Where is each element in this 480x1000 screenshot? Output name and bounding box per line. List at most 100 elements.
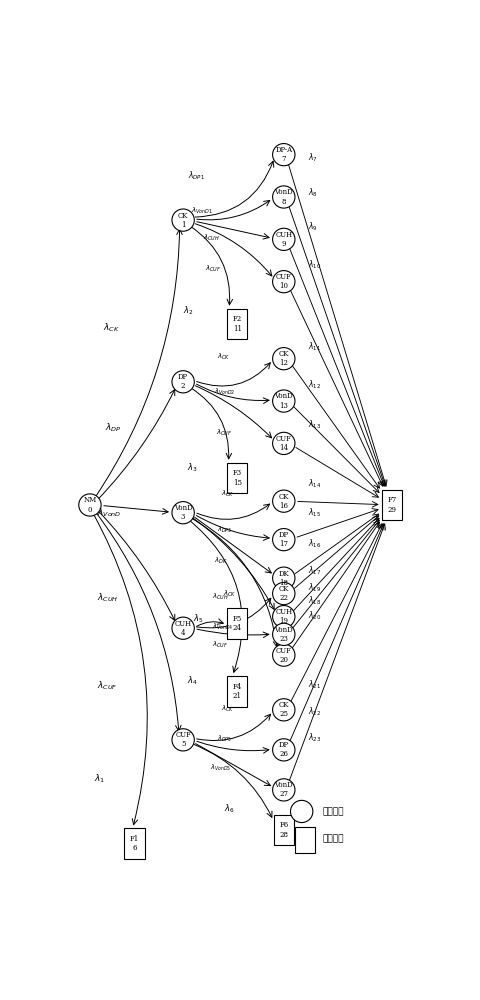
Text: DP-A
7: DP-A 7 <box>275 146 292 163</box>
Ellipse shape <box>272 567 294 589</box>
Text: F2
11: F2 11 <box>232 315 241 333</box>
Text: $\lambda_{DK}$: $\lambda_{DK}$ <box>213 555 227 566</box>
Ellipse shape <box>272 606 294 628</box>
Ellipse shape <box>272 779 294 801</box>
Text: $\lambda_{6}$: $\lambda_{6}$ <box>224 802 235 815</box>
Text: CUF
5: CUF 5 <box>175 731 191 748</box>
Text: CUF
14: CUF 14 <box>275 435 291 452</box>
Text: DP
17: DP 17 <box>278 531 288 548</box>
Ellipse shape <box>272 490 294 512</box>
Text: $\lambda_{4}$: $\lambda_{4}$ <box>187 674 197 687</box>
Text: VonD
23: VonD 23 <box>274 626 292 643</box>
Text: F6
28: F6 28 <box>278 821 288 839</box>
Text: CK
12: CK 12 <box>278 350 288 367</box>
Text: $\lambda_{10}$: $\lambda_{10}$ <box>307 259 321 271</box>
Bar <box>381 490 401 520</box>
Text: DP
2: DP 2 <box>178 373 188 390</box>
Text: DP
26: DP 26 <box>278 741 288 758</box>
Text: $\lambda_{7}$: $\lambda_{7}$ <box>307 151 317 164</box>
Text: $\lambda_{CK}$: $\lambda_{CK}$ <box>223 589 236 599</box>
Text: CK
16: CK 16 <box>278 493 288 510</box>
Text: $\lambda_{17}$: $\lambda_{17}$ <box>307 565 321 577</box>
Ellipse shape <box>272 699 294 721</box>
Text: $\lambda_{14}$: $\lambda_{14}$ <box>307 477 321 490</box>
Text: CUH
4: CUH 4 <box>174 620 192 637</box>
Bar <box>227 463 247 493</box>
Ellipse shape <box>272 271 294 293</box>
Bar <box>227 608 247 639</box>
Text: $\lambda_{23}$: $\lambda_{23}$ <box>307 731 321 744</box>
Ellipse shape <box>290 800 312 823</box>
Text: $\lambda_{CUF}$: $\lambda_{CUF}$ <box>97 680 118 692</box>
Text: $\lambda_{CK}$: $\lambda_{CK}$ <box>221 704 234 714</box>
Text: $\lambda_{5}$: $\lambda_{5}$ <box>192 613 203 625</box>
Text: F4
21: F4 21 <box>232 683 241 700</box>
Ellipse shape <box>172 209 194 231</box>
Bar <box>227 676 247 707</box>
Text: $\lambda_{VonD5}$: $\lambda_{VonD5}$ <box>209 763 230 773</box>
Text: F3
15: F3 15 <box>232 469 241 487</box>
Text: $\lambda_{15}$: $\lambda_{15}$ <box>307 506 321 519</box>
Text: $\lambda_{8}$: $\lambda_{8}$ <box>307 186 317 199</box>
Text: 存活状态: 存活状态 <box>322 807 344 816</box>
Ellipse shape <box>272 623 294 645</box>
Text: $\lambda_{CUH}$: $\lambda_{CUH}$ <box>202 233 219 243</box>
Text: CK
25: CK 25 <box>278 701 288 718</box>
Ellipse shape <box>272 228 294 250</box>
Text: $\lambda_{DP3}$: $\lambda_{DP3}$ <box>216 525 231 535</box>
Ellipse shape <box>79 494 101 516</box>
Text: $\lambda_{CUH}$: $\lambda_{CUH}$ <box>212 592 228 602</box>
Bar <box>227 309 247 339</box>
Ellipse shape <box>172 502 194 524</box>
Text: F7
29: F7 29 <box>386 496 396 514</box>
Text: $\lambda_{18}$: $\lambda_{18}$ <box>307 594 321 607</box>
Text: $\lambda_{2}$: $\lambda_{2}$ <box>183 305 193 317</box>
Ellipse shape <box>172 617 194 639</box>
Ellipse shape <box>272 529 294 551</box>
Ellipse shape <box>272 582 294 605</box>
Text: $\lambda_{16}$: $\lambda_{16}$ <box>307 537 321 550</box>
Text: $\lambda_{19}$: $\lambda_{19}$ <box>307 582 321 594</box>
Text: CUF
10: CUF 10 <box>275 273 291 290</box>
Ellipse shape <box>172 371 194 393</box>
Text: $\lambda_{CK}$: $\lambda_{CK}$ <box>221 489 234 499</box>
Text: 故障状态: 故障状态 <box>322 835 344 844</box>
Text: CUH
19: CUH 19 <box>275 608 292 625</box>
Text: CUH
9: CUH 9 <box>275 231 292 248</box>
Text: $\lambda_{DP}$: $\lambda_{DP}$ <box>105 422 121 434</box>
Text: $\lambda_{DP1}$: $\lambda_{DP1}$ <box>187 169 204 182</box>
Text: $\lambda_{CK}$: $\lambda_{CK}$ <box>103 322 120 334</box>
Bar <box>294 827 315 853</box>
Ellipse shape <box>172 729 194 751</box>
Text: $\lambda_{3}$: $\lambda_{3}$ <box>187 462 197 474</box>
Ellipse shape <box>272 644 294 666</box>
Text: VonD
3: VonD 3 <box>173 504 192 521</box>
Text: $\lambda_{13}$: $\lambda_{13}$ <box>307 419 321 431</box>
Text: $\lambda_{22}$: $\lambda_{22}$ <box>307 705 321 718</box>
Text: $\lambda_{CUF}$: $\lambda_{CUF}$ <box>216 428 232 438</box>
Ellipse shape <box>272 186 294 208</box>
Ellipse shape <box>272 144 294 166</box>
Text: $\lambda_{12}$: $\lambda_{12}$ <box>307 379 321 391</box>
Text: VonD
8: VonD 8 <box>274 188 292 206</box>
Bar <box>124 828 144 859</box>
Text: $\lambda_{VonD1}$: $\lambda_{VonD1}$ <box>190 206 213 216</box>
Ellipse shape <box>272 739 294 761</box>
Ellipse shape <box>272 348 294 370</box>
Bar <box>273 815 293 845</box>
Text: $\lambda_{VonD2}$: $\lambda_{VonD2}$ <box>213 387 234 397</box>
Text: $\lambda_{VonD}$: $\lambda_{VonD}$ <box>97 506 121 519</box>
Text: $\lambda_{CUF}$: $\lambda_{CUF}$ <box>212 640 228 650</box>
Ellipse shape <box>272 432 294 455</box>
Text: $\lambda_{21}$: $\lambda_{21}$ <box>307 679 321 691</box>
Text: $\lambda_{1}$: $\lambda_{1}$ <box>94 772 105 785</box>
Text: CK
1: CK 1 <box>178 212 188 229</box>
Text: DK
18: DK 18 <box>278 570 288 587</box>
Text: $\lambda_{11}$: $\lambda_{11}$ <box>307 340 321 353</box>
Text: $\lambda_{CUF}$: $\lambda_{CUF}$ <box>204 264 221 274</box>
Text: $\lambda_{DP5}$: $\lambda_{DP5}$ <box>216 734 231 744</box>
Text: $\lambda_{20}$: $\lambda_{20}$ <box>307 610 321 622</box>
Text: VonD
13: VonD 13 <box>274 392 292 410</box>
Ellipse shape <box>272 390 294 412</box>
Text: $\lambda_{CUH}$: $\lambda_{CUH}$ <box>97 591 119 604</box>
